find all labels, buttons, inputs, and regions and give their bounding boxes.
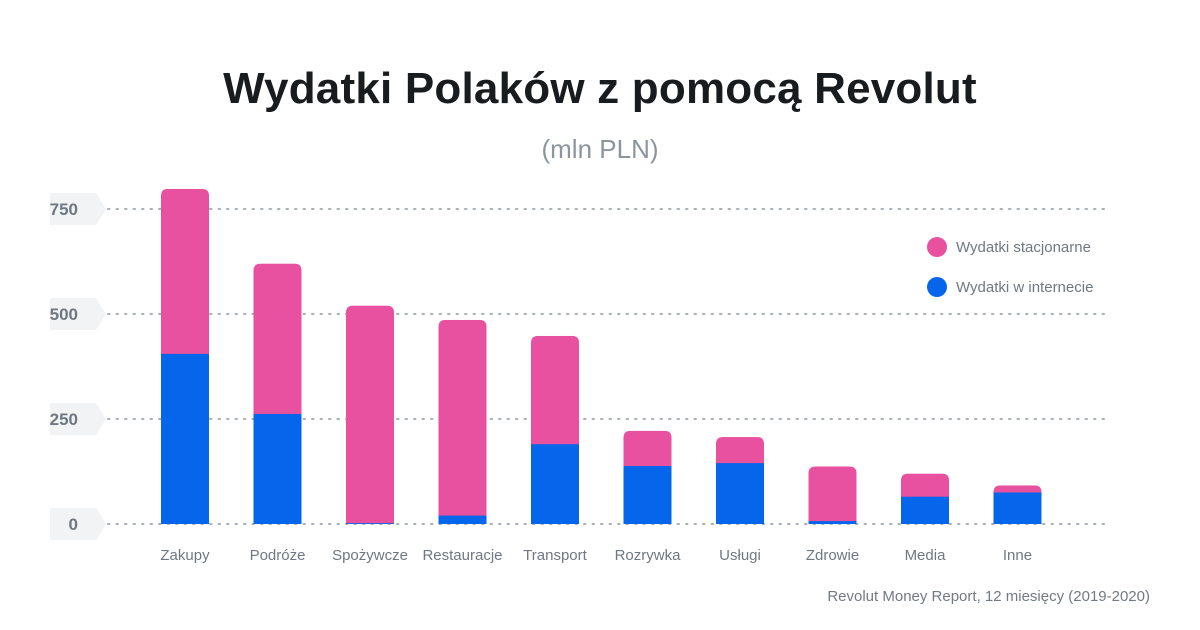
bar-stack: [716, 437, 764, 524]
x-category-label: Zakupy: [160, 547, 210, 564]
y-tick-label: 750: [50, 200, 78, 219]
bar-stack: [253, 263, 302, 524]
x-category-label: Inne: [1003, 547, 1032, 564]
bar-segment-online: [901, 496, 949, 524]
x-category-label: Transport: [523, 547, 587, 564]
x-category-label: Zdrowie: [806, 547, 859, 564]
legend-online-label: Wydatki w internecie: [956, 279, 1093, 296]
bar-stack: [623, 430, 672, 524]
legend-online-swatch: [927, 277, 947, 297]
bar-segment-offline: [346, 305, 394, 524]
x-category-label: Restauracje: [422, 547, 502, 564]
legend: Wydatki stacjonarne Wydatki w internecie: [927, 237, 1093, 297]
bar-stack: [161, 188, 209, 524]
legend-offline-swatch: [927, 237, 947, 257]
x-category-label: Media: [905, 547, 947, 564]
bar-stack: [531, 335, 579, 524]
bar-stack: [346, 305, 394, 524]
bar-segment-offline: [438, 319, 487, 524]
legend-offline-label: Wydatki stacjonarne: [956, 239, 1091, 256]
bar-segment-online: [623, 466, 672, 524]
bar-segment-online: [993, 492, 1042, 524]
bar-segment-online: [531, 444, 579, 524]
bar-stack: [901, 473, 949, 524]
bar-stack: [993, 485, 1042, 524]
y-tick-badge: [50, 508, 106, 540]
chart-subtitle: (mln PLN): [541, 134, 659, 164]
y-tick-badge: [50, 403, 106, 435]
bar-segment-online: [346, 523, 394, 524]
y-tick-label: 0: [69, 515, 78, 534]
bar-stack: [438, 319, 487, 524]
bar-segment-offline: [808, 466, 857, 524]
bar-segment-online: [808, 521, 857, 524]
y-tick-label: 500: [50, 305, 78, 324]
x-category-label: Rozrywka: [615, 547, 682, 564]
bar-segment-online: [253, 413, 302, 524]
x-category-label: Podróże: [250, 547, 306, 564]
bar-segment-online: [438, 515, 487, 524]
bar-stack: [808, 466, 857, 524]
y-tick-label: 250: [50, 410, 78, 429]
bar-segment-online: [716, 463, 764, 524]
chart-title: Wydatki Polaków z pomocą Revolut: [223, 64, 977, 113]
source-note: Revolut Money Report, 12 miesięcy (2019-…: [827, 588, 1150, 605]
bar-layer: [161, 188, 1042, 524]
y-tick-badge: [50, 193, 106, 225]
y-tick-badge: [50, 298, 106, 330]
x-category-label: Usługi: [719, 547, 761, 564]
category-label-layer: Zakupy Podróże Spożywcze Restauracje Transpo…: [160, 547, 1032, 564]
bar-segment-online: [161, 353, 209, 524]
x-category-label: Spożywcze: [332, 547, 408, 564]
